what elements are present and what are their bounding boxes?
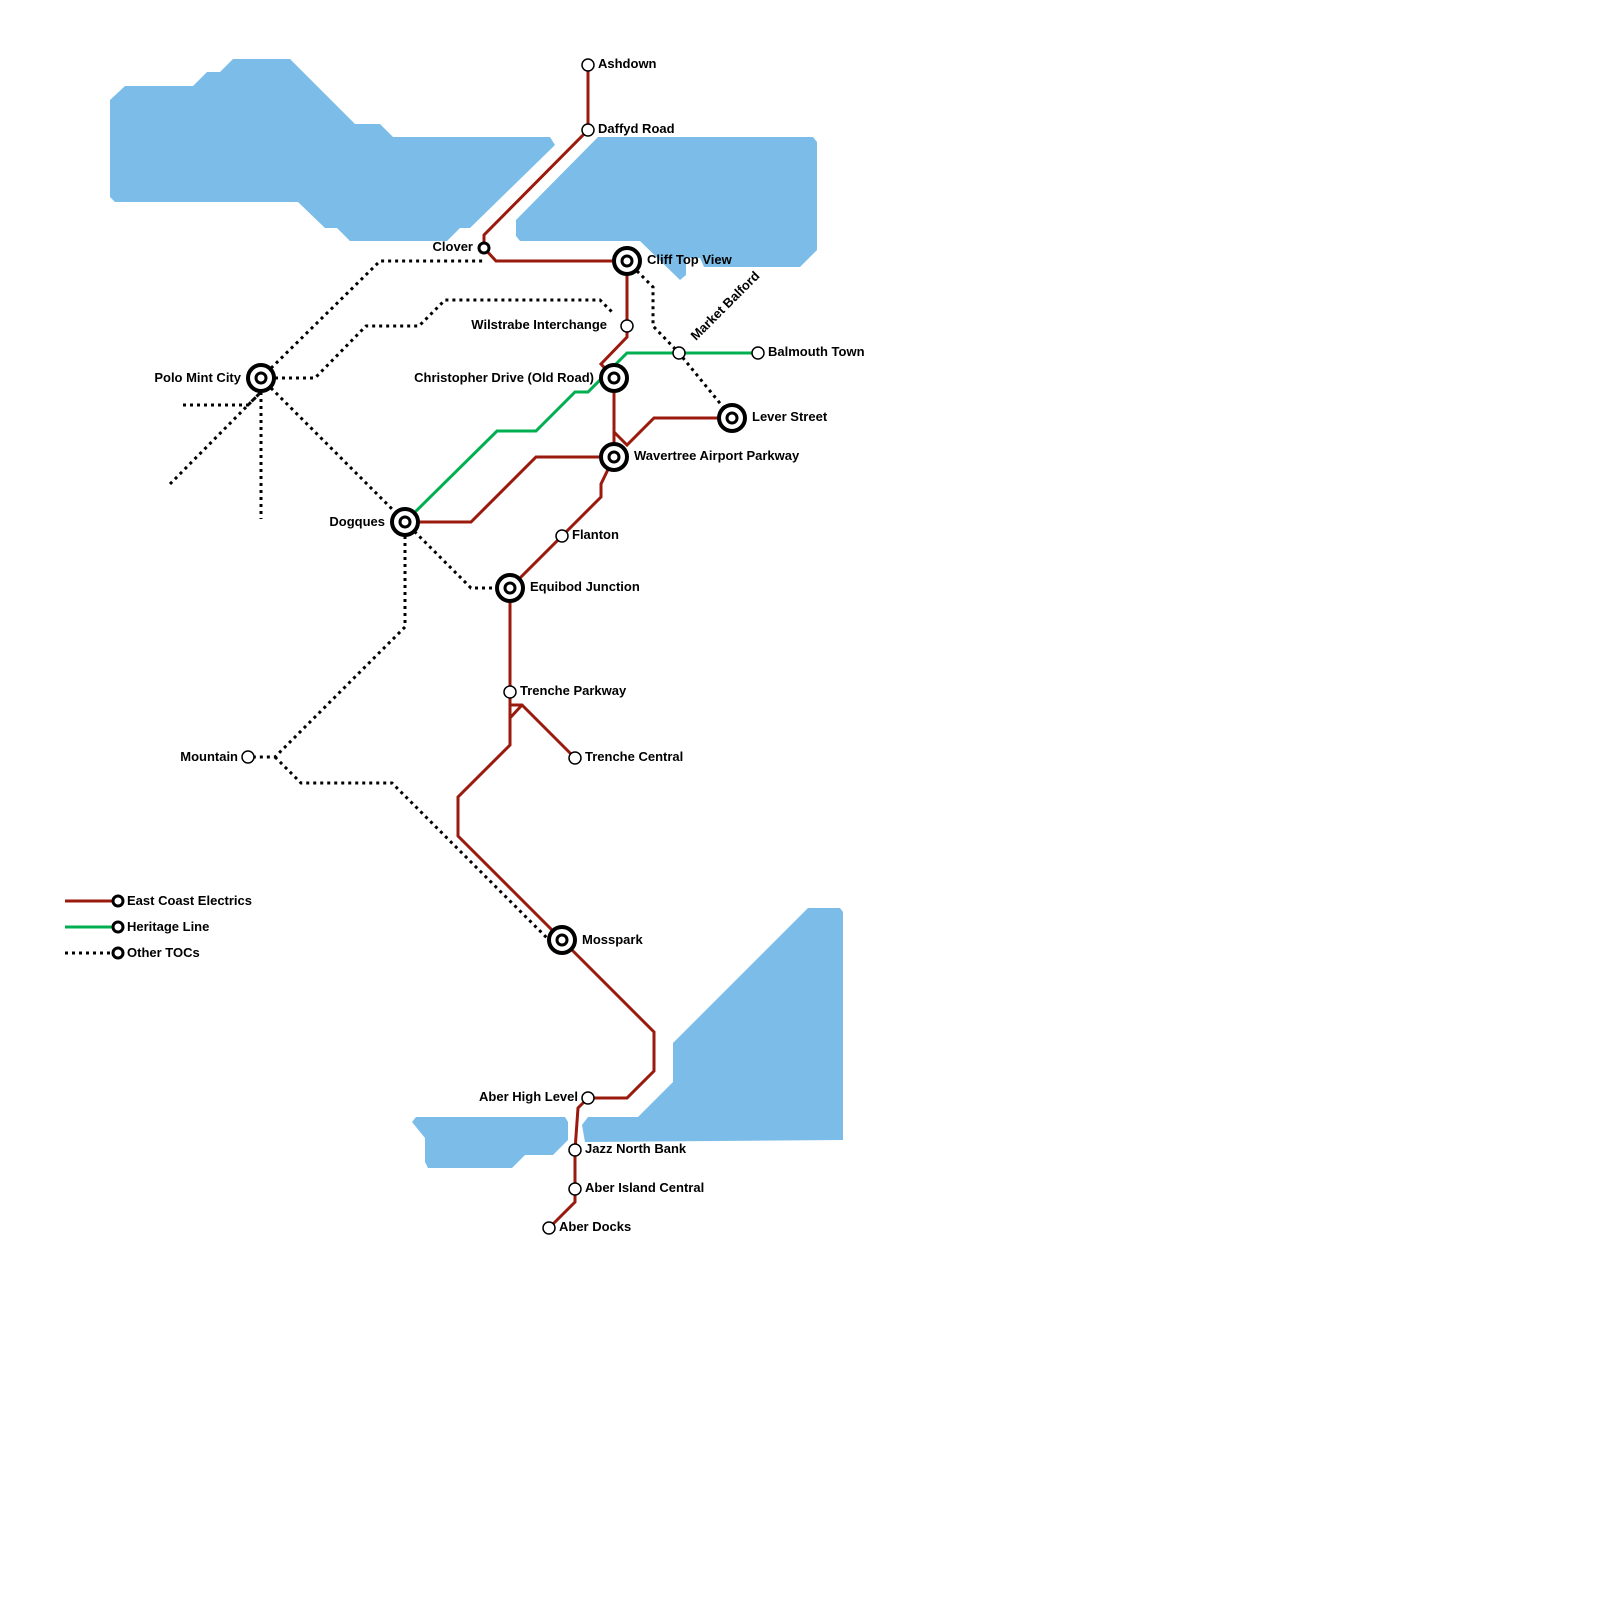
dotted-clifftop-lever [625, 259, 734, 419]
ece-trenche-chord [508, 703, 524, 720]
station-label: Dogques [329, 514, 385, 529]
water-south-east [582, 908, 843, 1142]
dotted-polo-equibod [259, 376, 510, 590]
interchange-inner-icon [555, 933, 569, 947]
dotted-polo-wilstrabe [261, 298, 615, 380]
station-icon [568, 751, 582, 765]
station-label: Cliff Top View [647, 252, 733, 267]
station-label: Jazz North Bank [585, 1141, 687, 1156]
interchange-inner-icon [398, 515, 412, 529]
legend-station-icon [111, 894, 125, 908]
station-aberisland[interactable]: Aber Island Central [568, 1180, 704, 1196]
station-label: Equibod Junction [530, 579, 640, 594]
station-label: Mountain [180, 749, 238, 764]
interchange-inner-icon [607, 371, 621, 385]
water-north-west [110, 59, 555, 241]
interchange-inner-icon [254, 371, 268, 385]
legend-label: Heritage Line [127, 919, 209, 934]
station-clover[interactable]: Clover [433, 239, 491, 255]
station-aberdocks[interactable]: Aber Docks [542, 1219, 631, 1235]
station-lever[interactable]: Lever Street [717, 403, 828, 433]
legend: East Coast Electrics Heritage Line Other… [65, 893, 252, 960]
station-label: Lever Street [752, 409, 828, 424]
station-icon [672, 346, 686, 360]
station-icon [555, 529, 569, 543]
legend-label: East Coast Electrics [127, 893, 252, 908]
water-bodies [110, 59, 843, 1168]
station-polo[interactable]: Polo Mint City [154, 363, 276, 393]
station-icon [568, 1143, 582, 1157]
station-dogques[interactable]: Dogques [329, 507, 420, 537]
station-clifftop[interactable]: Cliff Top View [612, 246, 733, 276]
interchange-inner-icon [607, 450, 621, 464]
station-icon [542, 1221, 556, 1235]
dotted-polo-stub-west [183, 390, 263, 407]
ece-lever-branch [612, 416, 732, 448]
station-label: Wilstrabe Interchange [471, 317, 607, 332]
station-label: Balmouth Town [768, 344, 865, 359]
station-label: Market Balford [688, 268, 763, 343]
station-label: Christopher Drive (Old Road) [414, 370, 594, 385]
station-label: Trenche Parkway [520, 683, 627, 698]
station-icon [581, 1091, 595, 1105]
station-label: Trenche Central [585, 749, 683, 764]
water-south-west [412, 1117, 568, 1168]
station-label: Aber Island Central [585, 1180, 704, 1195]
station-trenchecentral[interactable]: Trenche Central [568, 749, 683, 765]
station-equibod[interactable]: Equibod Junction [495, 573, 640, 603]
heritage-line-path [403, 351, 758, 524]
legend-station-icon [111, 920, 125, 934]
station-label: Polo Mint City [154, 370, 241, 385]
station-wavertree[interactable]: Wavertree Airport Parkway [599, 442, 800, 472]
station-icon [581, 58, 595, 72]
station-christopher[interactable]: Christopher Drive (Old Road) [414, 363, 629, 393]
station-trencheparkway[interactable]: Trenche Parkway [503, 683, 627, 699]
ece-dogques-branch [405, 455, 614, 524]
legend-label: Other TOCs [127, 945, 200, 960]
station-icon [477, 241, 491, 255]
station-jazz[interactable]: Jazz North Bank [568, 1141, 687, 1157]
interchange-inner-icon [620, 254, 634, 268]
station-label: Clover [433, 239, 473, 254]
station-icon [503, 685, 517, 699]
station-icon [620, 319, 634, 333]
dotted-mountain-mosspark [273, 755, 562, 942]
dotted-polo-stub-southwest [168, 378, 263, 486]
station-flanton[interactable]: Flanton [555, 527, 619, 543]
station-icon [581, 123, 595, 137]
station-label: Wavertree Airport Parkway [634, 448, 800, 463]
station-icon [751, 346, 765, 360]
station-marketbalford[interactable]: Market Balford [672, 268, 763, 360]
station-label: Daffyd Road [598, 121, 675, 136]
legend-station-icon [111, 946, 125, 960]
other-tocs-lines [168, 259, 734, 942]
station-label: Aber Docks [559, 1219, 631, 1234]
water-north-east [516, 137, 817, 280]
dotted-dogques-mountain [248, 522, 407, 759]
interchange-inner-icon [503, 581, 517, 595]
station-balmouth[interactable]: Balmouth Town [751, 344, 865, 360]
station-mosspark[interactable]: Mosspark [547, 925, 643, 955]
station-label: Aber High Level [479, 1089, 578, 1104]
heritage-line [403, 351, 758, 524]
station-ashdown[interactable]: Ashdown [581, 56, 657, 72]
ece-south [456, 456, 656, 1230]
station-icon [568, 1182, 582, 1196]
ece-trenche-branch [510, 703, 577, 760]
station-aberhigh[interactable]: Aber High Level [479, 1089, 595, 1105]
interchange-inner-icon [725, 411, 739, 425]
station-label: Mosspark [582, 932, 643, 947]
dotted-polo-clover [259, 259, 484, 380]
station-mountain[interactable]: Mountain [180, 749, 255, 764]
station-wilstrabe[interactable]: Wilstrabe Interchange [471, 317, 634, 333]
station-icon [241, 750, 255, 764]
station-daffyd[interactable]: Daffyd Road [581, 121, 675, 137]
station-label: Flanton [572, 527, 619, 542]
station-label: Ashdown [598, 56, 657, 71]
